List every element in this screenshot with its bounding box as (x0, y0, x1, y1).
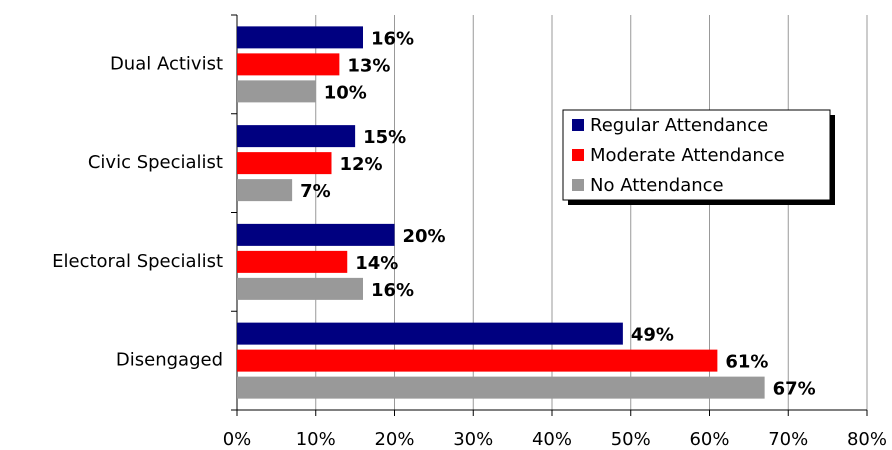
y-tick-label: Electoral Specialist (52, 251, 223, 272)
legend-label: Regular Attendance (590, 115, 768, 136)
value-label: 12% (340, 154, 383, 175)
value-label: 49% (631, 325, 674, 346)
bar (237, 277, 363, 300)
legend (562, 109, 831, 201)
value-label: 20% (403, 226, 446, 247)
legend-swatch (572, 149, 584, 161)
value-label: 14% (355, 253, 398, 274)
x-tick-label: 70% (768, 429, 808, 450)
x-tick-label: 60% (689, 429, 729, 450)
x-tick-label: 10% (296, 429, 336, 450)
bar (237, 376, 765, 399)
x-tick-label: 80% (847, 429, 887, 450)
value-label: 67% (773, 379, 816, 400)
bar (237, 53, 340, 76)
legend-swatch (572, 119, 584, 131)
x-tick-label: 30% (453, 429, 493, 450)
value-label: 15% (363, 127, 406, 148)
x-tick-label: 50% (611, 429, 651, 450)
value-label: 16% (371, 280, 414, 301)
bar (237, 80, 316, 103)
bar (237, 179, 293, 202)
bar (237, 152, 332, 175)
legend-label: No Attendance (590, 175, 724, 196)
y-tick-label: Dual Activist (110, 53, 223, 74)
value-label: 16% (371, 28, 414, 49)
x-tick-label: 0% (223, 429, 252, 450)
x-tick-label: 20% (374, 429, 414, 450)
bar (237, 349, 718, 372)
bar (237, 223, 395, 246)
x-tick-label: 40% (532, 429, 572, 450)
value-label: 10% (324, 82, 367, 103)
bar (237, 250, 348, 273)
value-label: 61% (725, 352, 768, 373)
y-tick-label: Civic Specialist (88, 152, 223, 173)
bar (237, 125, 356, 148)
y-tick-label: Disengaged (116, 350, 223, 371)
value-label: 7% (300, 181, 331, 202)
bar (237, 322, 623, 345)
bar (237, 26, 363, 49)
legend-swatch (572, 179, 584, 191)
value-label: 13% (347, 55, 390, 76)
legend-label: Moderate Attendance (590, 145, 785, 166)
